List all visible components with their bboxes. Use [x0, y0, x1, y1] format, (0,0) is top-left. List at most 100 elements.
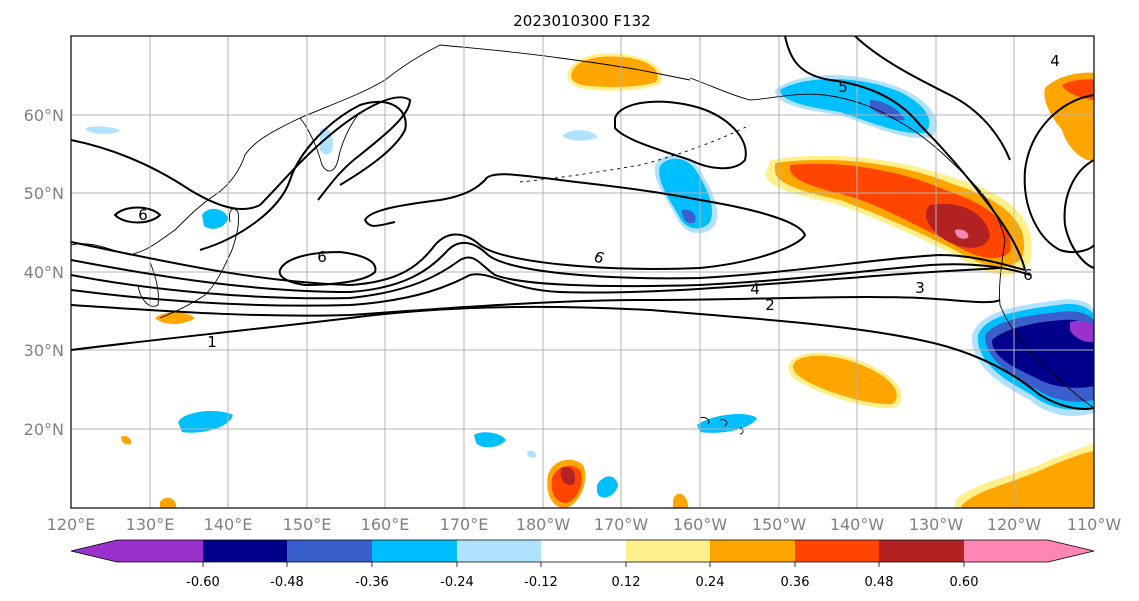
colorbar-tick-label: -0.24	[440, 575, 474, 590]
asia-coastline	[71, 44, 441, 256]
lat-tick-label: 50°N	[24, 184, 64, 203]
contour-west-small	[113, 206, 162, 224]
negative-anomaly-alaska-core	[780, 78, 930, 134]
colorbar: -0.60 -0.48 -0.36 -0.24 -0.12 0.12 0.24 …	[70, 539, 1095, 590]
lon-tick-label: 120°W	[987, 515, 1042, 534]
lon-tick-label: 170°E	[440, 515, 489, 534]
colorbar-extend-high	[1048, 540, 1094, 562]
graticule	[71, 36, 1094, 508]
contour-canada	[854, 36, 1011, 161]
longitude-ticks: 120°E 130°E 140°E 150°E 160°E 170°E 180°…	[47, 515, 1122, 534]
anomaly-shading	[86, 53, 1094, 508]
contour-label: 6	[1023, 266, 1033, 284]
contour-west-ring	[199, 100, 407, 251]
positive-anomaly-bc-coast	[925, 203, 990, 248]
contour-label: 5	[838, 78, 848, 96]
contour-6-main	[71, 173, 807, 287]
colorbar-segment	[541, 540, 626, 562]
colorbar-segment	[372, 540, 457, 562]
contour-label: 1	[207, 333, 217, 351]
colorbar-tick-label: 0.24	[696, 575, 725, 590]
colorbar-tick-label: -0.48	[270, 575, 304, 590]
contour-5	[71, 241, 1026, 294]
lon-tick-label: 150°W	[752, 515, 807, 534]
negative-anomaly-central-pacific-inner	[682, 209, 696, 224]
lat-tick-label: 30°N	[24, 341, 64, 360]
latitude-ticks: 60°N 50°N 40°N 30°N 20°N	[24, 106, 64, 439]
positive-anomaly-baja-core	[962, 451, 1094, 508]
contour-6-closed	[278, 250, 377, 287]
colorbar-tick-label: -0.36	[355, 575, 389, 590]
contour-label: 3	[915, 279, 925, 297]
negative-anomaly-bering	[562, 130, 598, 141]
colorbar-segment	[710, 540, 795, 562]
colorbar-extend-low	[71, 540, 117, 562]
contour-label: 6	[317, 248, 327, 266]
negative-anomaly-tropical-south	[597, 476, 618, 498]
contour-5-closed	[614, 100, 747, 170]
lon-tick-label: 150°E	[283, 515, 332, 534]
colorbar-segment	[795, 540, 879, 562]
contour-label: 4	[750, 280, 760, 298]
negative-anomaly-siberia-west	[86, 126, 120, 134]
colorbar-tick-label: -0.60	[186, 575, 220, 590]
negative-anomaly-southwest-us-peak	[1070, 321, 1094, 342]
lon-tick-label: 160°W	[673, 515, 728, 534]
lat-tick-label: 60°N	[24, 106, 64, 125]
colorbar-tick-label: 0.36	[781, 575, 810, 590]
hawaii-islands	[699, 417, 744, 435]
positive-anomaly-small-west	[121, 435, 132, 445]
positive-anomaly-subtropical-east-core	[793, 355, 897, 405]
colorbar-segment	[457, 540, 541, 562]
lon-tick-label: 180°W	[516, 515, 571, 534]
negative-anomaly-central-pacific-core	[659, 158, 713, 229]
colorbar-segment	[203, 540, 287, 562]
colorbar-tick-label: 0.60	[950, 575, 979, 590]
lat-tick-label: 20°N	[24, 420, 64, 439]
contour-label: 6	[138, 206, 148, 224]
negative-anomaly-japan	[202, 208, 228, 229]
chukotka-coastline	[439, 44, 691, 81]
contour-3	[71, 267, 1001, 307]
colorbar-tick-label: 0.48	[865, 575, 894, 590]
contour-outer-high	[71, 96, 412, 210]
colorbar-segment	[964, 540, 1048, 562]
contour-label: 2	[765, 296, 775, 314]
lon-tick-label: 140°E	[204, 515, 253, 534]
positive-anomaly-canada-east-core	[1062, 79, 1094, 100]
north-america-west-coast	[999, 239, 1094, 409]
height-contours	[71, 36, 1094, 410]
positive-anomaly-bc-peak	[955, 229, 969, 239]
lat-tick-label: 40°N	[24, 263, 64, 282]
lon-tick-label: 120°E	[47, 515, 96, 534]
negative-anomaly-tropical-central	[474, 432, 506, 448]
colorbar-tick-label: 0.12	[612, 575, 641, 590]
colorbar-segment	[626, 540, 710, 562]
lon-tick-label: 110°W	[1067, 515, 1122, 534]
colorbar-segment	[287, 540, 372, 562]
colorbar-ticks	[202, 562, 965, 567]
contour-label: 4	[1050, 52, 1060, 70]
lon-tick-label: 170°W	[594, 515, 649, 534]
colorbar-segment	[117, 540, 203, 562]
contour-2	[71, 296, 1001, 317]
positive-anomaly-japan-south	[155, 312, 195, 325]
contour-1	[71, 305, 1094, 410]
colorbar-segment	[879, 540, 964, 562]
positive-anomaly-tropical-dipole-peak	[560, 466, 576, 486]
lon-tick-label: 160°E	[361, 515, 410, 534]
contour-4	[71, 256, 1031, 300]
map-title: 2023010300 F132	[513, 12, 650, 30]
aleutians	[519, 124, 751, 183]
positive-anomaly-small-south	[160, 497, 176, 508]
negative-anomaly-tropical-west	[178, 410, 233, 433]
contour-alaska	[784, 36, 1026, 271]
positive-anomaly-chukotka-core	[571, 56, 658, 87]
colorbar-tick-label: -0.12	[524, 575, 558, 590]
lon-tick-label: 130°W	[909, 515, 964, 534]
contour-east-ring-2	[1063, 159, 1094, 269]
positive-anomaly-small-central	[673, 493, 688, 508]
negative-anomaly-small	[527, 450, 537, 458]
lon-tick-label: 140°W	[830, 515, 885, 534]
